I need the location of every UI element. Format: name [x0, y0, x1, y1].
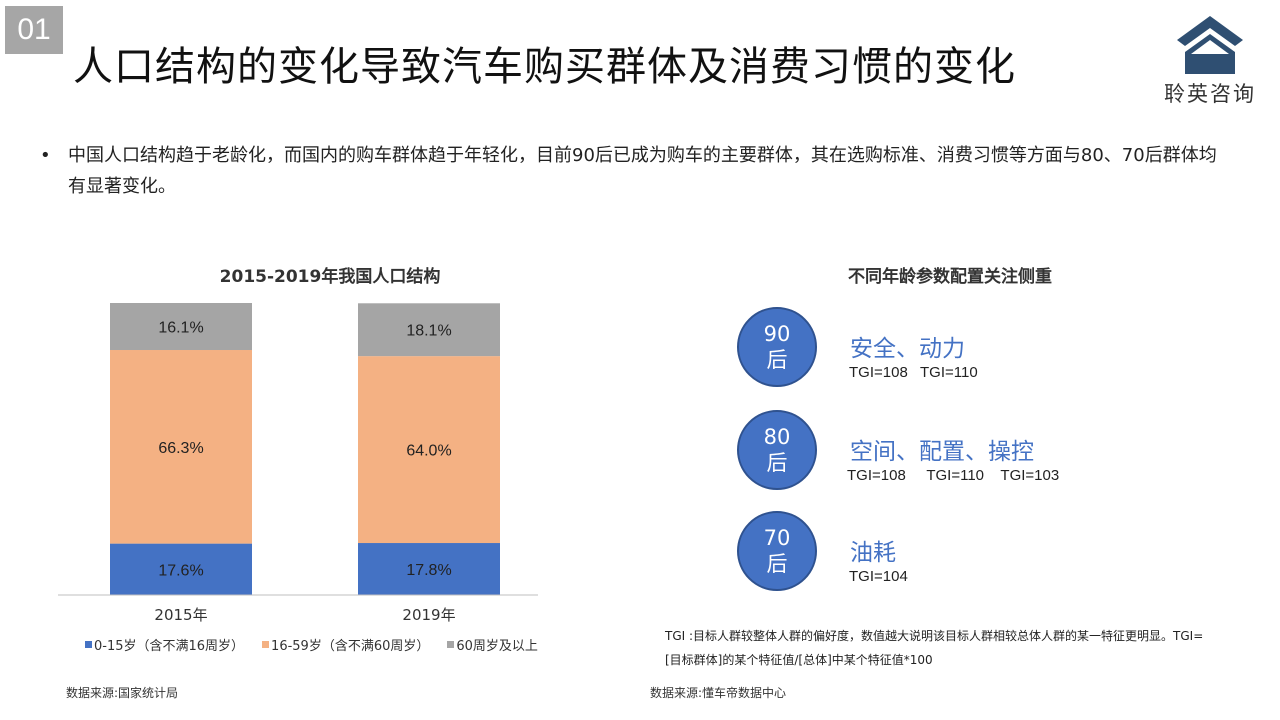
age-circle: 90 后 [737, 307, 817, 387]
legend-swatch [447, 641, 455, 648]
age-suffix: 后 [766, 451, 788, 475]
legend-swatch [262, 641, 270, 648]
logo-mark-icon [1177, 16, 1243, 74]
data-label: 18.1% [406, 323, 451, 340]
page-title: 人口结构的变化导致汽车购买群体及消费习惯的变化 [73, 44, 1016, 90]
population-structure-chart: 17.6% 66.3% 16.1% 2015年 17.8% 64.0% 18.1% 2019年 [58, 303, 538, 624]
age-number: 80 [763, 425, 791, 449]
legend-label: 60周岁及以上 [456, 639, 538, 654]
focus-label: 安全、动力 [850, 336, 965, 362]
age-suffix: 后 [766, 552, 788, 576]
age-suffix: 后 [766, 348, 788, 372]
chart-legend: 0-15岁（含不满16周岁） 16-59岁（含不满60周岁） 60周岁及以上 [85, 635, 538, 654]
right-data-source: 数据来源:懂车帝数据中心 [650, 686, 787, 700]
summary-bullet: • 中国人口结构趋于老龄化，而国内的购车群体趋于年轻化，目前90后已成为购车的主… [40, 140, 1230, 202]
age-number: 70 [763, 526, 791, 550]
x-tick-label: 2019年 [402, 606, 455, 624]
left-data-source: 数据来源:国家统计局 [66, 686, 179, 700]
focus-label: 空间、配置、操控 [850, 439, 1034, 465]
age-circle: 70 后 [737, 511, 817, 591]
data-label: 17.6% [158, 562, 203, 579]
bar-segment [110, 543, 252, 595]
legend-label: 16-59岁（含不满60周岁） [271, 639, 430, 654]
age-group-90s: 90 后 安全、动力 TGI=108 TGI=110 [737, 307, 1217, 387]
legend-item-age-0-15: 0-15岁（含不满16周岁） [85, 635, 244, 654]
age-group-80s: 80 后 空间、配置、操控 TGI=108 TGI=110 TGI=103 [737, 410, 1217, 490]
legend-item-age-60-plus: 60周岁及以上 [447, 635, 538, 654]
age-circle: 80 后 [737, 410, 817, 490]
x-tick-label: 2015年 [154, 606, 207, 624]
data-label: 16.1% [158, 320, 203, 337]
data-label: 17.8% [406, 562, 451, 579]
tgi-explanation: TGI :目标人群较整体人群的偏好度，数值越大说明该目标人群相较总体人群的某一特… [665, 629, 1204, 667]
focus-label: 油耗 [850, 540, 896, 566]
age-number: 90 [763, 322, 791, 346]
bar-segment [358, 303, 500, 357]
company-logo: 聆英咨询 [1155, 14, 1265, 110]
tgi-values: TGI=104 [849, 568, 908, 585]
age-group-70s: 70 后 油耗 TGI=104 [737, 511, 1217, 591]
bar-segment [110, 350, 252, 544]
legend-swatch [85, 641, 92, 648]
section-number: 01 [5, 6, 63, 54]
legend-label: 0-15岁（含不满16周岁） [94, 639, 245, 654]
chart-title: 2015-2019年我国人口结构 [219, 267, 441, 287]
data-label: 64.0% [406, 443, 451, 460]
legend-item-age-16-59: 16-59岁（含不满60周岁） [262, 635, 429, 654]
bar-segment [110, 303, 252, 351]
bar-segment [358, 543, 500, 595]
bullet-dot-icon: • [40, 145, 51, 166]
tgi-values: TGI=108 TGI=110 [849, 364, 978, 381]
right-panel-title: 不同年龄参数配置关注侧重 [848, 267, 1052, 287]
summary-text: 中国人口结构趋于老龄化，而国内的购车群体趋于年轻化，目前90后已成为购车的主要群… [68, 145, 1217, 197]
data-label: 66.3% [158, 440, 203, 457]
bar-segment [358, 356, 500, 544]
tgi-values: TGI=108 TGI=110 TGI=103 [847, 467, 1060, 484]
logo-text: 聆英咨询 [1164, 82, 1256, 106]
